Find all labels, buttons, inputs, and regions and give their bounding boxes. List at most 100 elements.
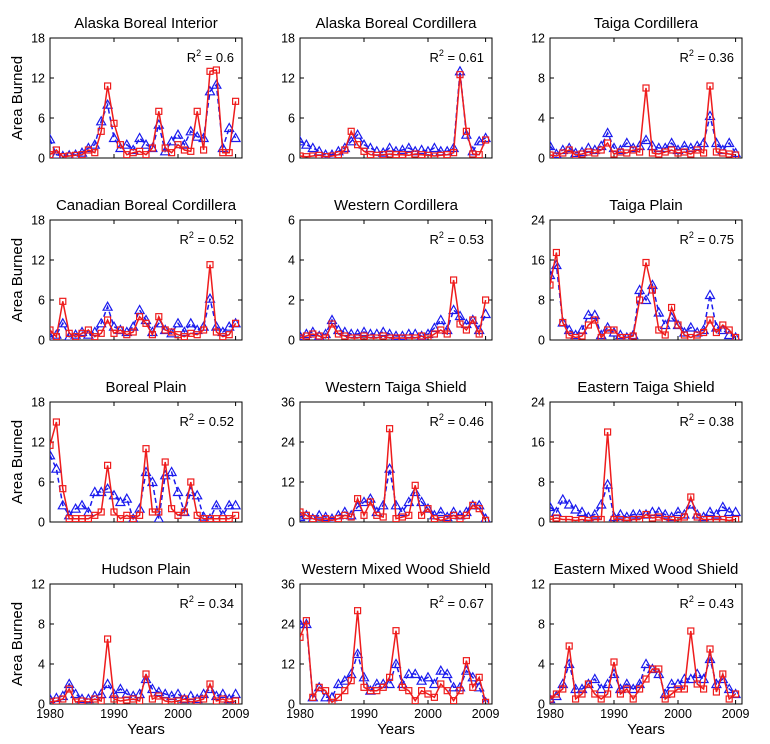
data-point	[597, 695, 605, 703]
r2-exponent: 2	[189, 412, 194, 422]
r2-symbol: R	[179, 596, 188, 611]
data-point	[161, 144, 169, 152]
data-point	[469, 316, 477, 324]
r2-annotation: R2 = 0.75	[679, 230, 734, 247]
data-point	[225, 331, 233, 339]
x-axis-label: Years	[127, 721, 165, 738]
y-tick-label: 8	[538, 618, 545, 632]
data-point	[341, 146, 349, 154]
data-point	[230, 499, 242, 510]
data-point	[146, 476, 158, 487]
data-point	[648, 286, 657, 294]
data-point	[655, 326, 663, 334]
y-tick-label: 0	[288, 698, 295, 712]
y-tick-label: 0	[538, 698, 545, 712]
data-point	[185, 317, 197, 328]
data-point	[70, 148, 81, 158]
data-point	[95, 317, 107, 328]
data-point	[178, 326, 190, 337]
data-point	[730, 506, 742, 517]
x-tick-label: 2009	[222, 707, 250, 721]
r2-annotation: R2 = 0.52	[179, 412, 234, 429]
data-point	[589, 508, 601, 519]
y-tick-label: 16	[531, 436, 545, 450]
data-point	[653, 506, 665, 517]
chart-panel: Hudson Plain 0 4 8 12 1980 1990 2000 2009 R2 = 0.…	[9, 561, 250, 738]
observed-series-line	[50, 69, 237, 158]
data-point	[565, 642, 573, 650]
y-tick-label: 12	[31, 436, 45, 450]
data-point	[699, 328, 708, 337]
data-point	[430, 330, 438, 338]
data-point	[148, 144, 156, 152]
y-tick-label: 8	[538, 294, 545, 308]
data-point	[191, 489, 203, 500]
data-point	[347, 127, 355, 135]
data-point	[680, 685, 689, 693]
data-point	[341, 687, 349, 695]
data-point	[706, 316, 714, 324]
data-point	[462, 326, 470, 334]
data-point	[570, 683, 582, 694]
data-point	[91, 149, 99, 157]
r2-exponent: 2	[189, 594, 194, 604]
data-point	[699, 685, 708, 693]
data-point	[589, 673, 601, 684]
chart-title: Western Cordillera	[334, 197, 459, 214]
x-tick-label: 1990	[350, 707, 378, 721]
axes-box	[549, 37, 743, 159]
data-point	[430, 693, 438, 701]
data-point	[731, 151, 740, 158]
data-point	[409, 486, 421, 497]
data-point	[97, 127, 105, 135]
x-tick-label: 2000	[164, 707, 192, 721]
data-point	[428, 142, 440, 153]
data-point	[591, 316, 599, 324]
data-point	[230, 688, 242, 699]
data-point	[360, 511, 368, 519]
data-point	[731, 690, 740, 698]
r2-exponent: 2	[689, 594, 694, 604]
data-point	[685, 673, 697, 684]
data-point	[559, 318, 567, 327]
data-point	[552, 690, 561, 698]
y-tick-label: 6	[288, 112, 295, 126]
data-point	[134, 132, 146, 143]
data-point	[193, 331, 201, 339]
data-point	[640, 294, 652, 305]
data-point	[172, 317, 184, 328]
y-axis-label: Area Burned	[9, 420, 26, 504]
r2-exponent: 2	[196, 48, 201, 58]
data-point	[204, 292, 216, 303]
data-point	[396, 506, 408, 517]
data-point	[552, 248, 561, 257]
data-point	[161, 458, 169, 466]
data-point	[232, 511, 240, 519]
data-point	[57, 499, 69, 510]
data-point	[597, 515, 605, 522]
data-point	[352, 648, 364, 659]
y-tick-label: 2	[288, 294, 295, 308]
data-point	[187, 478, 195, 486]
data-point	[347, 513, 355, 521]
data-point	[710, 508, 722, 519]
series-group	[50, 66, 242, 158]
r2-symbol: R	[187, 50, 196, 65]
data-point	[129, 328, 137, 336]
data-point	[475, 151, 483, 158]
r2-value: = 0.53	[444, 232, 484, 247]
data-point	[200, 326, 208, 334]
r2-value: = 0.38	[694, 414, 734, 429]
data-point	[50, 326, 54, 334]
y-tick-label: 0	[288, 152, 295, 166]
data-point	[405, 687, 413, 695]
data-point	[591, 690, 599, 698]
r2-exponent: 2	[689, 412, 694, 422]
data-point	[191, 130, 203, 141]
y-tick-label: 24	[531, 214, 545, 228]
r2-symbol: R	[679, 414, 688, 429]
data-point	[59, 485, 67, 493]
data-point	[57, 317, 69, 328]
data-point	[328, 698, 336, 704]
data-point	[456, 71, 464, 79]
